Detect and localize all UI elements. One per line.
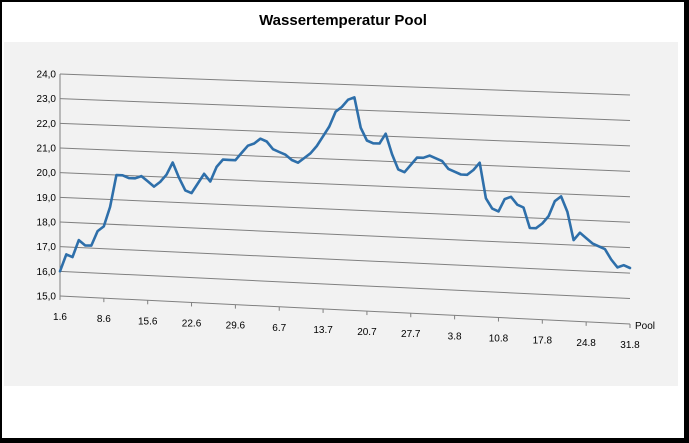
x-tick-label: 10.8 [489, 334, 509, 345]
gridline [59, 98, 631, 121]
gridline [59, 172, 631, 198]
gridline [59, 73, 631, 96]
y-tick-label: 22,0 [37, 119, 57, 130]
y-tick-label: 23,0 [37, 94, 57, 105]
gridline [59, 246, 631, 274]
y-tick-label: 20,0 [37, 168, 57, 179]
gridline [59, 196, 631, 223]
gridline [59, 122, 631, 147]
x-tick-label: 29.6 [226, 321, 246, 332]
x-tick-label: 22.6 [182, 318, 202, 329]
chart-title: Wassertemperatur Pool [259, 12, 427, 29]
x-tick-label: 17.8 [533, 336, 553, 347]
y-tick-label: 18,0 [37, 218, 57, 229]
plot-area [4, 42, 678, 386]
x-tick-label: 8.6 [97, 314, 111, 325]
x-tick-label: 24.8 [576, 338, 596, 349]
y-tick-label: 19,0 [37, 193, 57, 204]
y-tick-label: 21,0 [37, 144, 57, 155]
x-tick-label: 13.7 [313, 325, 333, 336]
x-tick-label: 20.7 [357, 327, 377, 338]
gridline [59, 147, 631, 172]
x-tick-label: 15.6 [138, 316, 158, 327]
x-tick-label: 31.8 [620, 340, 640, 351]
x-tick-label: 27.7 [401, 329, 421, 340]
y-tick-label: 17,0 [37, 242, 57, 253]
y-tick-label: 16,0 [37, 267, 57, 278]
x-tick-label: 1.6 [53, 312, 67, 323]
y-tick-label: 24,0 [37, 70, 57, 81]
gridline [59, 221, 631, 249]
gridline [59, 295, 631, 325]
series-line-pool [58, 96, 632, 273]
x-tick-label: 3.8 [448, 331, 462, 342]
gridline [59, 270, 631, 300]
y-tick-label: 15,0 [37, 292, 57, 303]
legend-entry: Pool [635, 321, 655, 332]
x-tick-label: 6.7 [272, 323, 286, 334]
